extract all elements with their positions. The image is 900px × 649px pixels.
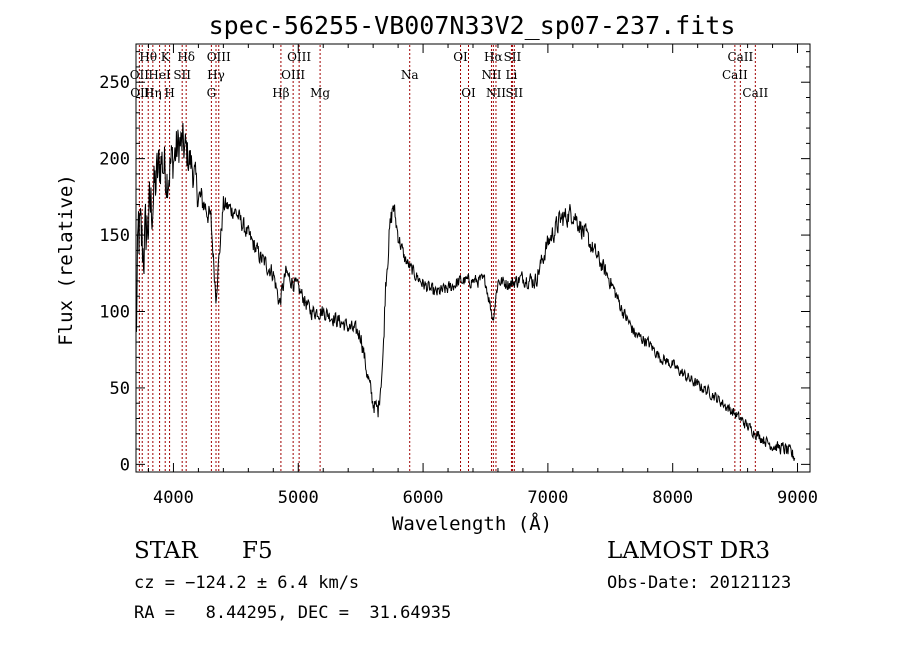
observation-date: Obs-Date: 20121123 bbox=[607, 573, 792, 593]
line-label: CaII bbox=[722, 68, 748, 82]
line-label: NII bbox=[486, 86, 506, 100]
line-label: OII bbox=[130, 68, 150, 82]
line-label: OIII bbox=[207, 50, 231, 64]
y-axis-label: Flux (relative) bbox=[55, 174, 77, 346]
x-tick-label: 5000 bbox=[278, 488, 319, 508]
line-label: Hα bbox=[484, 50, 503, 64]
line-label: Hη bbox=[144, 86, 162, 100]
line-label: K bbox=[161, 50, 171, 64]
line-label: Hβ bbox=[272, 86, 289, 100]
redshift-cz: cz = −124.2 ± 6.4 km/s bbox=[134, 573, 360, 593]
y-axis: 0 50 100 150 200 250 bbox=[99, 51, 810, 475]
x-axis-label: Wavelength (Å) bbox=[392, 512, 552, 535]
line-label: HeI bbox=[148, 68, 171, 82]
line-label: G bbox=[207, 86, 217, 100]
survey-name: LAMOST DR3 bbox=[607, 538, 771, 564]
line-label: Li bbox=[506, 68, 518, 82]
spectrum-line bbox=[135, 122, 796, 461]
line-label: OI bbox=[453, 50, 468, 64]
x-tick-label: 6000 bbox=[403, 488, 444, 508]
x-axis: 4000 5000 6000 7000 8000 9000 bbox=[147, 44, 818, 508]
line-label: CaII bbox=[742, 86, 768, 100]
object-subclass: F5 bbox=[242, 538, 273, 564]
line-label: SII bbox=[505, 86, 523, 100]
line-label: Hθ bbox=[139, 50, 157, 64]
x-tick-label: 4000 bbox=[153, 488, 194, 508]
coordinates: RA = 8.44295, DEC = 31.64935 bbox=[134, 603, 452, 623]
object-class: STAR bbox=[134, 538, 198, 564]
y-tick-label: 50 bbox=[110, 379, 130, 399]
plot-frame bbox=[135, 43, 811, 473]
line-label: OIII bbox=[281, 68, 305, 82]
line-markers bbox=[138, 45, 756, 471]
line-label: NII bbox=[481, 68, 501, 82]
line-label: SII bbox=[504, 50, 522, 64]
line-label: OI bbox=[461, 86, 476, 100]
y-tick-label: 250 bbox=[99, 73, 130, 93]
chart-title: spec-56255-VB007N33V2_sp07-237.fits bbox=[209, 11, 736, 40]
line-label: Hγ bbox=[207, 68, 225, 82]
line-label: Na bbox=[401, 68, 419, 82]
line-label: OIII bbox=[287, 50, 311, 64]
x-tick-label: 7000 bbox=[527, 488, 568, 508]
x-tick-label: 8000 bbox=[652, 488, 693, 508]
line-label: SII bbox=[173, 68, 191, 82]
x-tick-label: 9000 bbox=[777, 488, 818, 508]
line-label: CaII bbox=[727, 50, 753, 64]
line-label: H bbox=[164, 86, 174, 100]
y-tick-label: 100 bbox=[99, 303, 130, 323]
y-tick-label: 150 bbox=[99, 226, 130, 246]
line-label: Mg bbox=[310, 86, 330, 100]
line-label: Hδ bbox=[177, 50, 195, 64]
y-tick-label: 200 bbox=[99, 150, 130, 170]
spectrum-group bbox=[135, 122, 796, 461]
y-tick-label: 0 bbox=[120, 455, 130, 475]
